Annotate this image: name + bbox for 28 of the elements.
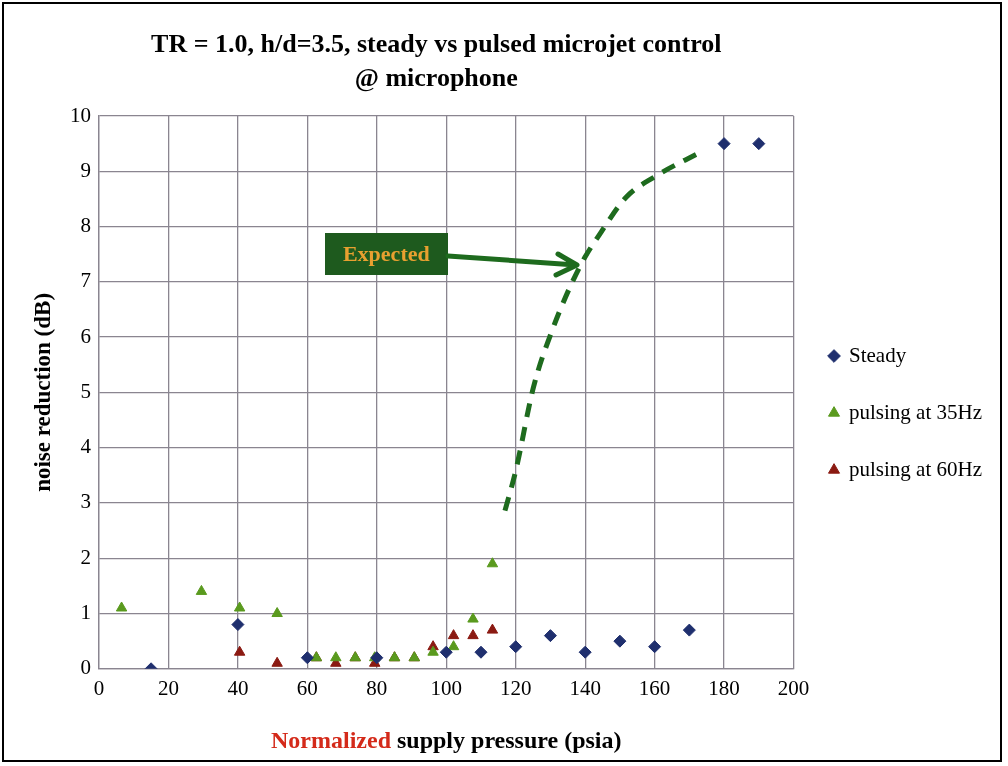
x-tick-label: 80: [366, 675, 388, 700]
x-tick-label: 60: [296, 675, 318, 700]
legend-label: pulsing at 60Hz: [849, 456, 982, 481]
x-tick-label: 120: [499, 675, 532, 700]
y-tick-label: 4: [80, 434, 92, 459]
x-tick-label: 100: [430, 675, 463, 700]
chart-title: TR = 1.0, h/d=3.5, steady vs pulsed microjet control @ microphone: [151, 29, 722, 92]
y-tick-label: 7: [80, 268, 91, 293]
y-tick-label: 6: [80, 323, 91, 348]
legend-label: pulsing at 35Hz: [849, 399, 982, 424]
x-tick-label: 20: [157, 675, 179, 700]
y-tick-label: 2: [80, 544, 91, 569]
y-tick-label: 3: [80, 489, 91, 514]
legend-label: Steady: [849, 342, 907, 367]
x-axis-title: Normalized supply pressure (psia): [271, 727, 622, 753]
x-tick-label: 140: [569, 675, 601, 700]
x-tick-label: 40: [227, 675, 249, 700]
x-tick-label: 200: [777, 675, 810, 700]
y-tick-label: 9: [80, 157, 91, 182]
y-tick-label: 8: [80, 213, 91, 238]
annotation: Expected: [324, 233, 448, 276]
y-tick-label: 1: [80, 600, 91, 625]
y-tick-label: 5: [80, 378, 91, 403]
y-axis-title: noise reduction (dB): [30, 292, 55, 492]
y-tick-label: 10: [70, 102, 91, 127]
y-tick-label: 0: [80, 655, 91, 680]
x-tick-label: 180: [708, 675, 740, 700]
x-tick-label: 160: [638, 675, 671, 700]
